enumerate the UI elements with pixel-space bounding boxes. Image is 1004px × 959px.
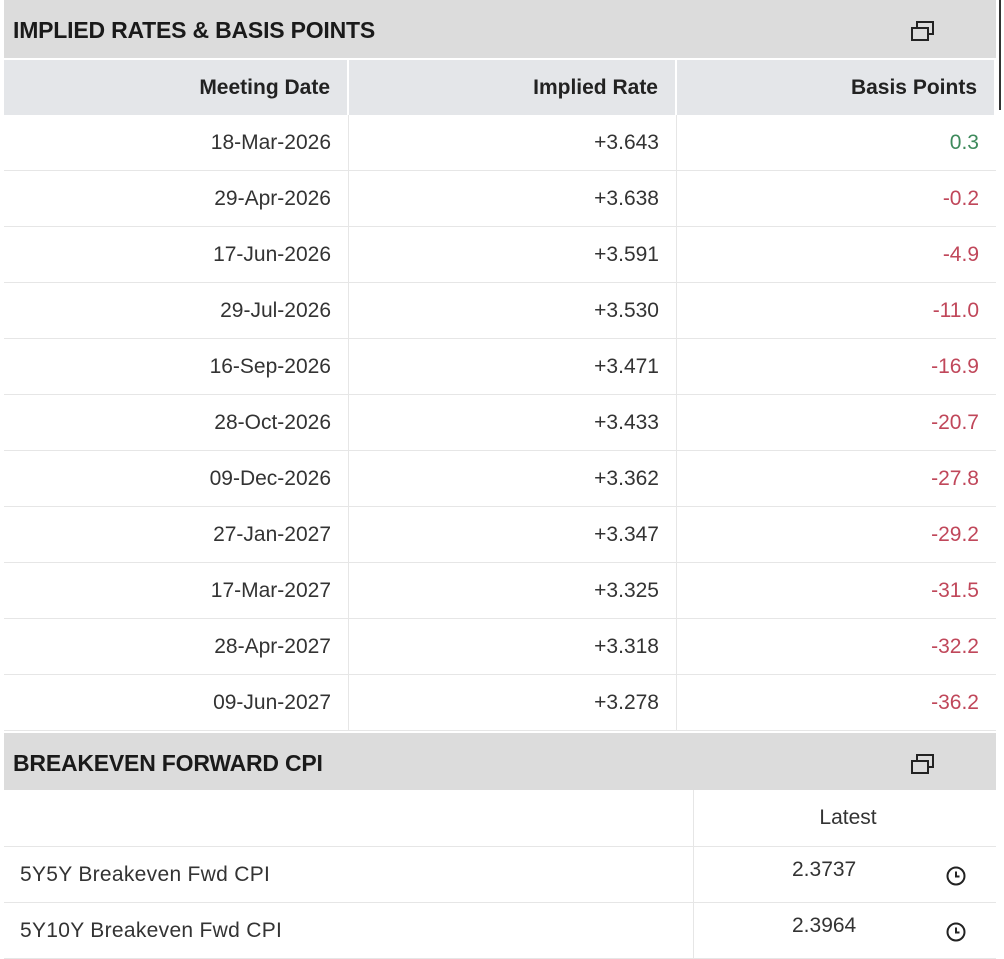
basis-points: -32.2: [677, 619, 996, 675]
basis-points: -16.9: [677, 339, 996, 395]
meeting-date: 17-Jun-2026: [4, 227, 349, 283]
basis-points: -31.5: [677, 563, 996, 619]
column-header: Latest: [694, 790, 996, 847]
breakeven-table: Latest 5Y5Y Breakeven Fwd CPI 2.3737 5Y10Y …: [4, 790, 996, 959]
meeting-date: 28-Oct-2026: [4, 395, 349, 451]
section-header: BREAKEVEN FORWARD CPI: [4, 733, 996, 790]
latest-value: 2.3737: [694, 847, 996, 903]
meeting-date: 16-Sep-2026: [4, 339, 349, 395]
row-label: 5Y5Y Breakeven Fwd CPI: [4, 847, 694, 903]
basis-points: -29.2: [677, 507, 996, 563]
meeting-date: 29-Jul-2026: [4, 283, 349, 339]
basis-points: -4.9: [677, 227, 996, 283]
basis-points: -20.7: [677, 395, 996, 451]
implied-rate: +3.433: [349, 395, 677, 451]
section-title: IMPLIED RATES & BASIS POINTS: [13, 17, 376, 43]
clock-icon[interactable]: [945, 921, 967, 943]
window-edge: [999, 0, 1001, 110]
implied-rate: +3.530: [349, 283, 677, 339]
popout-icon[interactable]: [910, 20, 936, 42]
implied-rate: +3.318: [349, 619, 677, 675]
meeting-date: 28-Apr-2027: [4, 619, 349, 675]
implied-rate: +3.471: [349, 339, 677, 395]
popout-icon[interactable]: [910, 753, 936, 775]
meeting-date: 27-Jan-2027: [4, 507, 349, 563]
implied-rates-table: Meeting Date Implied Rate Basis Points 18-M…: [4, 60, 996, 732]
meeting-date: 18-Mar-2026: [4, 115, 349, 171]
basis-points: -36.2: [677, 675, 996, 731]
meeting-date: 09-Jun-2027: [4, 675, 349, 731]
row-label: 5Y10Y Breakeven Fwd CPI: [4, 903, 694, 959]
column-header: Meeting Date: [4, 60, 349, 115]
implied-rate: +3.643: [349, 115, 677, 171]
column-header: Basis Points: [677, 60, 996, 115]
basis-points: -0.2: [677, 171, 996, 227]
latest-value-text: 2.3737: [792, 858, 857, 881]
section-title: BREAKEVEN FORWARD CPI: [13, 750, 323, 776]
meeting-date: 09-Dec-2026: [4, 451, 349, 507]
implied-rate: +3.347: [349, 507, 677, 563]
column-header: Implied Rate: [349, 60, 677, 115]
latest-value-text: 2.3964: [792, 914, 857, 937]
label-header-blank: [4, 790, 694, 847]
meeting-date: 17-Mar-2027: [4, 563, 349, 619]
basis-points: -27.8: [677, 451, 996, 507]
section-header: IMPLIED RATES & BASIS POINTS: [4, 0, 996, 58]
implied-rate: +3.638: [349, 171, 677, 227]
meeting-date: 29-Apr-2026: [4, 171, 349, 227]
clock-icon[interactable]: [945, 865, 967, 887]
basis-points: -11.0: [677, 283, 996, 339]
implied-rate: +3.591: [349, 227, 677, 283]
basis-points: 0.3: [677, 115, 996, 171]
implied-rate: +3.325: [349, 563, 677, 619]
implied-rate: +3.362: [349, 451, 677, 507]
implied-rate: +3.278: [349, 675, 677, 731]
